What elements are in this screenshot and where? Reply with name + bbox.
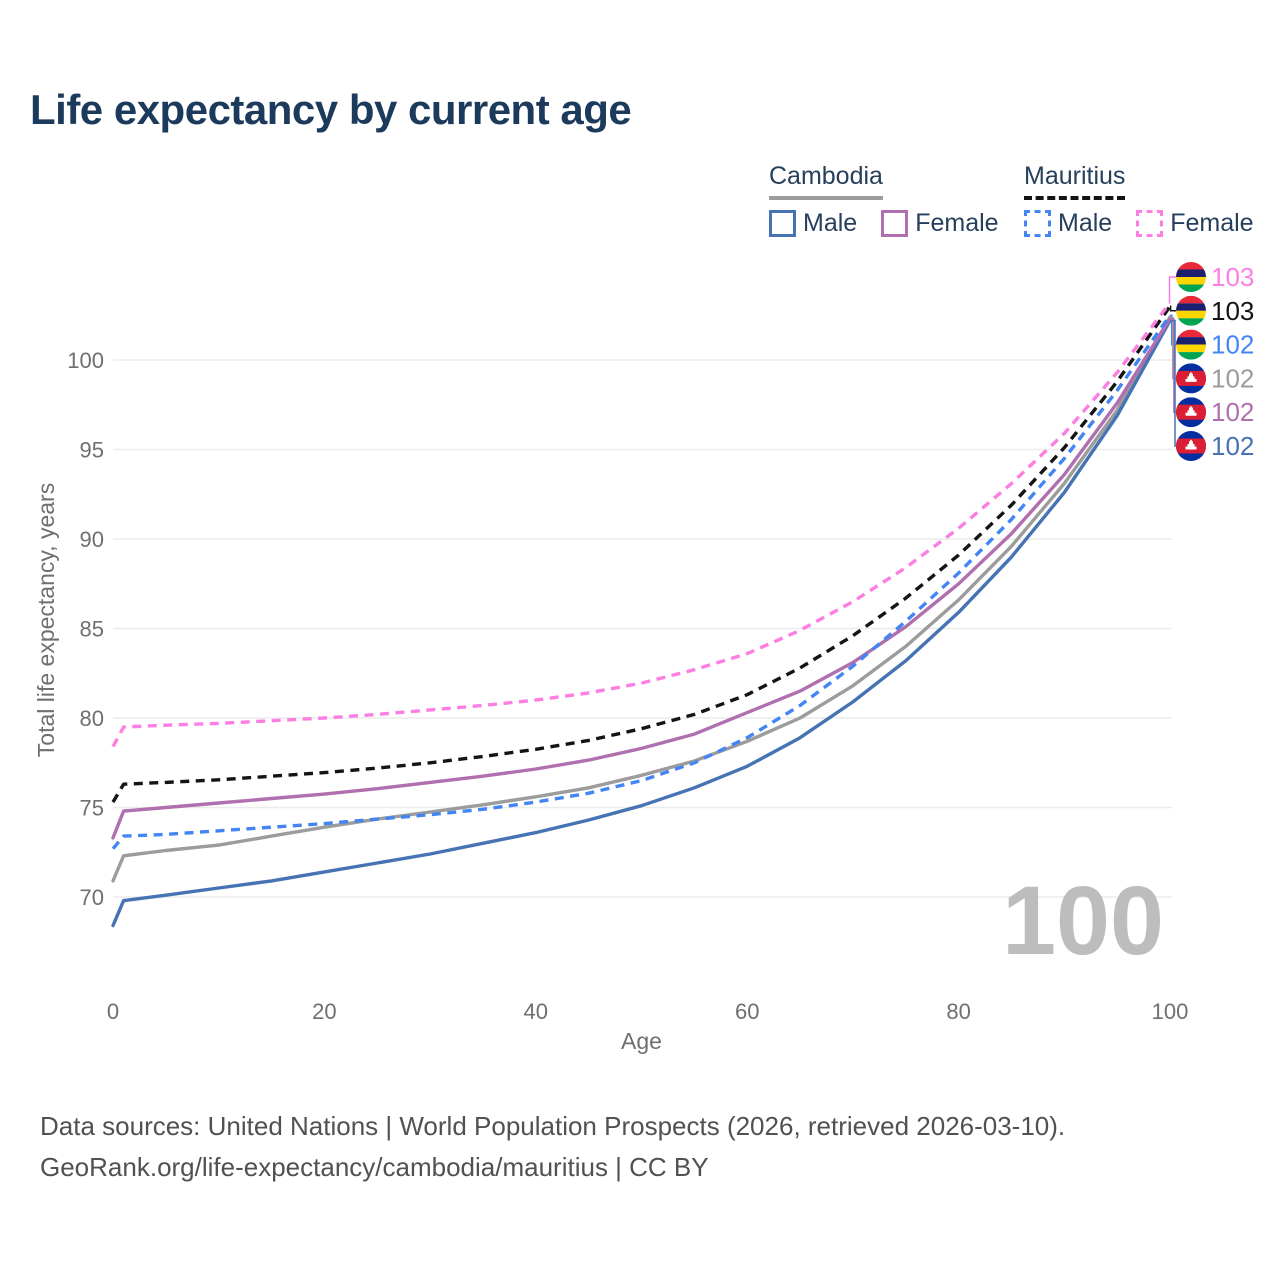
legend-label-cambodia-male: Male (803, 209, 858, 237)
mauritius-flag-icon (1176, 295, 1206, 326)
end-label-leader-mauritius-all (1169, 305, 1176, 312)
mauritius-male-swatch-icon (1024, 210, 1051, 237)
end-label-value-mauritius-male: 102 (1211, 330, 1254, 360)
legend-label-mauritius-male: Male (1058, 209, 1113, 237)
series-line-cambodia-all (111, 315, 1172, 883)
page-title: Life expectancy by current age (30, 86, 632, 133)
end-label-value-cambodia-male: 102 (1211, 431, 1254, 461)
x-tick-label-60: 60 (735, 999, 759, 1024)
footer: Data sources: United Nations | World Pop… (40, 1106, 1065, 1188)
x-tick-label-80: 80 (946, 999, 970, 1024)
y-tick-label-70: 70 (80, 885, 104, 910)
mauritius-flag-icon (1176, 329, 1206, 360)
y-tick-label-95: 95 (80, 438, 104, 463)
series-line-mauritius-male (111, 314, 1172, 850)
legend-group-cambodia: Cambodia Male Female (769, 162, 999, 238)
y-tick-label-75: 75 (80, 796, 104, 821)
end-label-value-mauritius-all: 103 (1211, 296, 1254, 326)
cambodia-flag-icon (1176, 363, 1206, 394)
series-line-mauritius-female (111, 301, 1172, 748)
y-tick-label-80: 80 (80, 706, 104, 731)
legend-item-cambodia-male[interactable]: Male (769, 209, 857, 238)
x-tick-label-20: 20 (312, 999, 336, 1024)
temple-glyph (1185, 439, 1197, 450)
cambodia-flag-icon (1176, 431, 1206, 461)
series-line-mauritius-all (111, 305, 1172, 803)
end-label-value-mauritius-female: 103 (1211, 262, 1254, 292)
series-line-cambodia-male (111, 318, 1172, 928)
legend-item-mauritius-male[interactable]: Male (1024, 209, 1112, 238)
cambodia-male-swatch-icon (769, 210, 796, 237)
y-tick-label-100: 100 (67, 348, 104, 373)
cambodia-female-swatch-icon (881, 210, 909, 237)
temple-glyph (1185, 371, 1197, 382)
mauritius-female-swatch-icon (1136, 210, 1164, 237)
y-tick-label-90: 90 (80, 527, 104, 552)
legend-label-mauritius-female: Female (1170, 209, 1254, 237)
x-tick-label-0: 0 (107, 999, 119, 1024)
watermark: 100 (1002, 866, 1164, 975)
legend-country-mauritius[interactable]: Mauritius (1024, 162, 1126, 200)
footer-attribution: GeoRank.org/life-expectancy/cambodia/mau… (40, 1152, 709, 1182)
end-label-leader-mauritius-female (1168, 276, 1176, 304)
legend-country-cambodia[interactable]: Cambodia (769, 162, 883, 200)
cambodia-flag-icon (1176, 397, 1206, 428)
x-axis-title: Age (621, 1028, 662, 1054)
legend-item-mauritius-female[interactable]: Female (1136, 209, 1254, 238)
x-tick-label-40: 40 (524, 999, 548, 1024)
legend-item-cambodia-female[interactable]: Female (881, 209, 999, 238)
end-label-value-cambodia-all: 102 (1211, 363, 1254, 393)
mauritius-flag-icon (1176, 262, 1206, 292)
series-line-cambodia-female (111, 317, 1172, 840)
y-tick-label-85: 85 (80, 617, 104, 642)
footer-data-sources: Data sources: United Nations | World Pop… (40, 1111, 1066, 1141)
temple-glyph (1185, 405, 1197, 416)
x-tick-label-100: 100 (1152, 999, 1189, 1024)
end-label-leader-cambodia-male (1170, 319, 1176, 447)
end-label-value-cambodia-female: 102 (1211, 397, 1254, 427)
legend-label-cambodia-female: Female (915, 209, 999, 237)
legend-group-mauritius: Mauritius Male Female (1024, 162, 1254, 238)
